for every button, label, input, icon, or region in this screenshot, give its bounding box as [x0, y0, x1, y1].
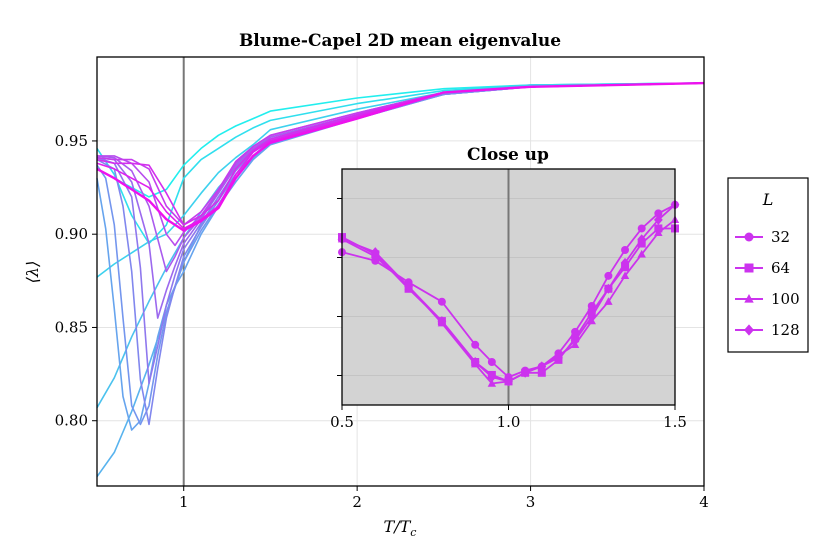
inset-point-32-3 — [437, 297, 446, 306]
main-xtick-label-0: 1 — [179, 493, 189, 511]
inset-point-32-11 — [587, 301, 596, 310]
inset-point-128-8 — [537, 361, 547, 372]
inset-point-128-4 — [470, 357, 480, 368]
legend-box — [727, 177, 809, 353]
legend-label-32: 32 — [771, 228, 790, 246]
inset-point-128-3 — [437, 316, 447, 327]
inset-point-128-14 — [637, 234, 647, 245]
inset-point-32-12 — [604, 271, 613, 280]
main-ytick-label-3: 0.95 — [55, 132, 88, 150]
main-ytick-label-1: 0.85 — [55, 318, 88, 336]
inset-point-32-14 — [637, 224, 646, 233]
main-ytick-label-0: 0.80 — [55, 412, 88, 430]
legend-label-100: 100 — [771, 290, 800, 308]
x-axis-label-sub: c — [410, 526, 416, 539]
inset-point-100-14 — [637, 249, 646, 258]
inset-point-128-7 — [520, 367, 530, 378]
main-series-group — [96, 81, 705, 478]
inset-xtick-label-0: 0.5 — [330, 413, 354, 431]
inset-title: Close up — [467, 145, 549, 165]
main-xtick-label-1: 2 — [352, 493, 362, 511]
inset-point-128-13 — [620, 257, 630, 268]
inset-point-128-6 — [504, 376, 513, 387]
main-series-line-1 — [96, 82, 705, 245]
chart-title: Blume-Capel 2D mean eigenvalue — [239, 31, 561, 51]
inset-xtick-label-1: 1.0 — [497, 413, 521, 431]
inset-point-64-8 — [537, 368, 546, 377]
inset-point-128-10 — [570, 335, 580, 346]
inset-point-128-2 — [404, 281, 413, 292]
inset-series-group — [337, 199, 680, 387]
legend-title: L — [762, 190, 774, 209]
legend-marker-128 — [744, 324, 754, 336]
main-series-line-0 — [96, 82, 705, 198]
inset-point-128-12 — [604, 283, 613, 294]
inset-x-ticks: 0.5 1.0 1.5 — [330, 405, 687, 431]
main-x-ticks: 1 2 3 4 — [179, 486, 709, 511]
x-axis-label: T/Tc — [384, 517, 417, 539]
inset-point-128-15 — [653, 214, 663, 225]
inset-point-32-15 — [654, 209, 663, 218]
inset-y-ticks — [337, 198, 342, 376]
inset-point-100-13 — [620, 271, 630, 280]
inset-point-100-15 — [654, 228, 663, 236]
inset-point-128-5 — [487, 372, 497, 383]
legend-marker-32 — [744, 232, 754, 242]
inset-point-32-4 — [471, 340, 480, 349]
inset-point-128-9 — [554, 352, 563, 363]
inset-point-128-11 — [587, 311, 597, 322]
legend-label-128: 128 — [771, 321, 800, 339]
inset-point-100-5 — [487, 379, 497, 387]
main-y-ticks: 0.80 0.85 0.90 0.95 — [55, 132, 97, 430]
inset-point-100-12 — [604, 297, 613, 305]
inset-series-128 — [337, 199, 680, 387]
legend-label-64: 64 — [771, 259, 790, 277]
x-axis-label-main: T/T — [384, 517, 412, 536]
legend-marker-100 — [744, 294, 754, 303]
main-plot-frame — [96, 56, 705, 487]
main-series-line-15 — [96, 81, 705, 232]
legend-marker-64 — [744, 263, 754, 273]
legend-items: 32 64 100 128 — [735, 228, 800, 339]
inset-point-32-5 — [487, 358, 496, 367]
inset-xtick-label-2: 1.5 — [663, 413, 687, 431]
main-ytick-label-2: 0.90 — [55, 225, 88, 243]
main-xtick-label-3: 4 — [699, 493, 709, 511]
y-axis-label: ⟨λ⟩ — [23, 261, 42, 284]
main-xtick-label-2: 3 — [526, 493, 536, 511]
inset-point-32-13 — [621, 245, 630, 254]
inset-point-128-1 — [370, 247, 380, 258]
